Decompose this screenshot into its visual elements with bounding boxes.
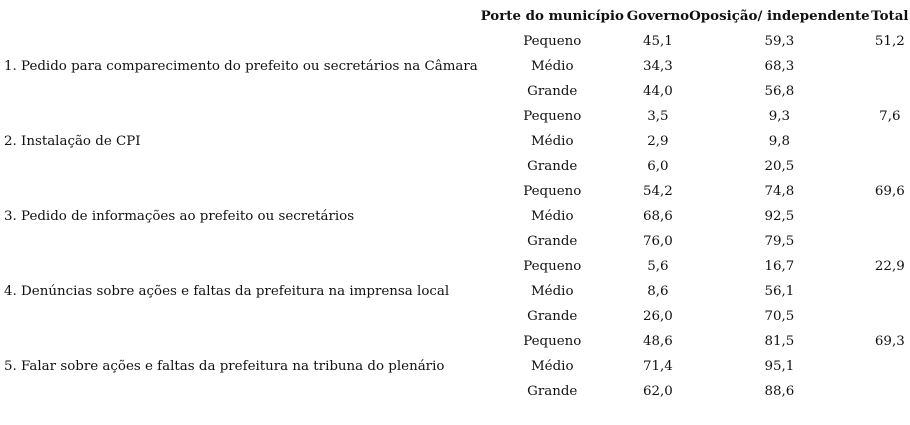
row-label: 3. Pedido de informações ao prefeito ou … bbox=[4, 209, 355, 224]
oposicao-cell: 74,8 bbox=[764, 184, 795, 199]
porte-cell: Pequeno bbox=[523, 184, 582, 199]
total-cell-empty bbox=[870, 129, 910, 154]
total-cell-empty bbox=[870, 304, 910, 329]
governo-cell: 34,3 bbox=[643, 59, 673, 74]
header-total: Total bbox=[871, 8, 909, 24]
porte-cell: Pequeno bbox=[523, 109, 582, 124]
total-cell: 69,6 bbox=[874, 184, 905, 199]
oposicao-cell: 56,8 bbox=[764, 84, 795, 99]
porte-cell: Médio bbox=[530, 59, 574, 74]
table-row: Grande 44,0 56,8 bbox=[4, 79, 910, 104]
governo-cell: 48,6 bbox=[643, 334, 673, 349]
governo-cell: 44,0 bbox=[643, 84, 673, 99]
porte-cell: Pequeno bbox=[523, 34, 582, 49]
oposicao-cell: 79,5 bbox=[764, 234, 795, 249]
porte-cell: Grande bbox=[527, 384, 578, 399]
table-row: Grande 62,0 88,6 bbox=[4, 379, 910, 404]
header-row: Porte do município Governo Oposição/ ind… bbox=[4, 4, 910, 29]
governo-cell: 76,0 bbox=[643, 234, 673, 249]
header-oposicao: Oposição/ independente bbox=[689, 8, 870, 24]
oposicao-cell: 95,1 bbox=[764, 359, 795, 374]
total-cell: 22,9 bbox=[874, 259, 905, 274]
porte-cell: Grande bbox=[527, 159, 578, 174]
governo-cell: 5,6 bbox=[647, 259, 669, 274]
oposicao-cell: 9,3 bbox=[768, 109, 791, 124]
row-label: 2. Instalação de CPI bbox=[4, 134, 141, 149]
oposicao-cell: 59,3 bbox=[764, 34, 795, 49]
governo-cell: 71,4 bbox=[643, 359, 673, 374]
governo-cell: 3,5 bbox=[647, 109, 669, 124]
table-row: Médio 2,9 9,8 bbox=[4, 129, 910, 154]
header-governo: Governo bbox=[626, 8, 690, 24]
porte-cell: Médio bbox=[530, 284, 574, 299]
oposicao-cell: 92,5 bbox=[764, 209, 795, 224]
governo-cell: 62,0 bbox=[643, 384, 673, 399]
oposicao-cell: 56,1 bbox=[764, 284, 795, 299]
table-body: 1. Pedido para comparecimento do prefeit… bbox=[4, 29, 910, 404]
table-row: Médio 34,3 68,3 bbox=[4, 54, 910, 79]
porte-cell: Médio bbox=[530, 134, 574, 149]
table-row: Médio 71,4 95,1 bbox=[4, 354, 910, 379]
total-cell-empty bbox=[870, 229, 910, 254]
oposicao-cell: 20,5 bbox=[764, 159, 795, 174]
total-cell-empty bbox=[870, 204, 910, 229]
oposicao-cell: 88,6 bbox=[764, 384, 795, 399]
data-table: Porte do município Governo Oposição/ ind… bbox=[4, 4, 910, 404]
governo-cell: 45,1 bbox=[643, 34, 673, 49]
porte-cell: Médio bbox=[530, 359, 574, 374]
porte-cell: Grande bbox=[527, 234, 578, 249]
porte-cell: Grande bbox=[527, 309, 578, 324]
total-cell-empty bbox=[870, 54, 910, 79]
table-row: Médio 68,6 92,5 bbox=[4, 204, 910, 229]
oposicao-cell: 68,3 bbox=[764, 59, 795, 74]
row-label: 1. Pedido para comparecimento do prefeit… bbox=[4, 59, 478, 74]
governo-cell: 68,6 bbox=[643, 209, 673, 224]
governo-cell: 54,2 bbox=[643, 184, 673, 199]
oposicao-cell: 81,5 bbox=[764, 334, 795, 349]
total-cell-empty bbox=[870, 279, 910, 304]
governo-cell: 8,6 bbox=[647, 284, 669, 299]
table-row: 2. Instalação de CPI Pequeno 3,5 9,3 7,6 bbox=[4, 104, 910, 149]
table-row: Grande 26,0 70,5 bbox=[4, 304, 910, 329]
total-cell: 69,3 bbox=[874, 334, 905, 349]
governo-cell: 26,0 bbox=[643, 309, 673, 324]
header-item bbox=[4, 4, 478, 29]
table-row: 5. Falar sobre ações e faltas da prefeit… bbox=[4, 329, 910, 374]
total-cell-empty bbox=[870, 154, 910, 179]
total-cell-empty bbox=[870, 79, 910, 104]
row-label: 5. Falar sobre ações e faltas da prefeit… bbox=[4, 359, 445, 374]
porte-cell: Pequeno bbox=[523, 334, 582, 349]
row-label: 4. Denúncias sobre ações e faltas da pre… bbox=[4, 284, 450, 299]
total-cell-empty bbox=[870, 379, 910, 404]
table-row: Grande 6,0 20,5 bbox=[4, 154, 910, 179]
table-row: 4. Denúncias sobre ações e faltas da pre… bbox=[4, 254, 910, 299]
oposicao-cell: 9,8 bbox=[768, 134, 791, 149]
table-row: Grande 76,0 79,5 bbox=[4, 229, 910, 254]
porte-cell: Médio bbox=[530, 209, 574, 224]
total-cell: 51,2 bbox=[874, 34, 905, 49]
governo-cell: 6,0 bbox=[647, 159, 669, 174]
table-row: 1. Pedido para comparecimento do prefeit… bbox=[4, 29, 910, 74]
governo-cell: 2,9 bbox=[647, 134, 669, 149]
total-cell: 7,6 bbox=[879, 109, 901, 124]
header-porte: Porte do município bbox=[480, 8, 624, 24]
table-row: Médio 8,6 56,1 bbox=[4, 279, 910, 304]
porte-cell: Grande bbox=[527, 84, 578, 99]
table-row: 3. Pedido de informações ao prefeito ou … bbox=[4, 179, 910, 224]
oposicao-cell: 70,5 bbox=[764, 309, 795, 324]
total-cell-empty bbox=[870, 354, 910, 379]
porte-cell: Pequeno bbox=[523, 259, 582, 274]
oposicao-cell: 16,7 bbox=[764, 259, 795, 274]
